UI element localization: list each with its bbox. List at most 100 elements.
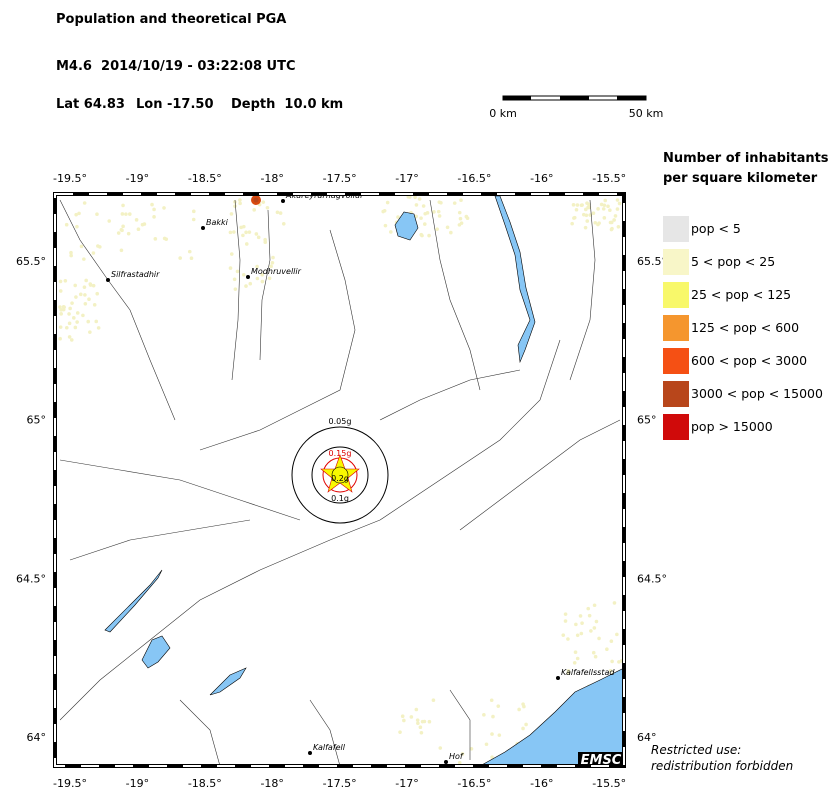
pop-dot	[438, 746, 443, 750]
pop-dot	[92, 303, 97, 307]
pop-dot	[490, 732, 494, 736]
pop-dot	[235, 269, 240, 274]
pop-dot	[605, 647, 609, 652]
pop-dot	[420, 233, 424, 238]
pop-dot	[74, 295, 78, 299]
pop-dot	[121, 224, 125, 229]
pop-dot	[228, 266, 233, 270]
pop-dot	[73, 325, 78, 330]
pop-dot	[402, 718, 406, 723]
pop-dot	[238, 201, 242, 206]
lon-label-top: -18.5°	[188, 172, 222, 185]
pop-dot	[229, 252, 234, 256]
pop-dot	[64, 222, 69, 227]
legend-label: pop > 15000	[691, 419, 773, 434]
place-marker	[201, 226, 205, 230]
pop-dot	[414, 707, 419, 712]
pop-dot	[589, 629, 593, 633]
pop-dot	[439, 200, 443, 205]
place-label: Akureyrarflugvollur	[285, 191, 364, 200]
pop-dot	[603, 198, 608, 203]
pop-dot	[491, 714, 495, 719]
pop-dot	[587, 613, 592, 618]
legend-swatch	[663, 315, 689, 341]
pop-dot	[267, 276, 272, 281]
lon-label-bottom: -17.5°	[323, 777, 357, 790]
pop-dot	[260, 279, 265, 284]
pop-dot	[233, 287, 238, 291]
lat-label-right: 64.5°	[637, 572, 667, 585]
pop-dot	[69, 253, 73, 258]
notice: Restricted use:	[651, 743, 741, 757]
pop-dot	[255, 276, 260, 281]
pop-dot	[119, 248, 124, 253]
pop-dot	[445, 225, 450, 230]
pop-dot	[83, 301, 88, 306]
lon-label-bottom: -18.5°	[188, 777, 222, 790]
lon-label-bottom: -19.5°	[53, 777, 87, 790]
pop-dot	[87, 297, 91, 301]
lake	[141, 635, 171, 669]
pop-dot	[275, 210, 280, 215]
pop-dot	[278, 211, 283, 215]
pop-dot	[599, 202, 604, 207]
pop-dot	[134, 218, 139, 222]
lon-label-top: -18°	[260, 172, 283, 185]
lon-label-bottom: -18°	[260, 777, 283, 790]
pop-dot	[126, 231, 131, 236]
pop-dot	[162, 206, 166, 210]
pop-dot	[606, 204, 610, 209]
pop-dot	[580, 621, 584, 625]
pop-dot	[232, 277, 237, 282]
pop-dot	[602, 216, 607, 220]
pop-dot	[615, 198, 620, 202]
pop-dot	[58, 336, 62, 341]
pop-dot	[61, 305, 66, 309]
pop-dot	[414, 203, 419, 207]
pop-dot	[417, 197, 422, 201]
pop-dot	[414, 214, 418, 219]
scale-end: 50 km	[629, 107, 664, 120]
pop-dot	[63, 278, 68, 283]
pop-dot	[187, 249, 192, 254]
pop-dot	[75, 320, 79, 324]
lon-label-bottom: -15.5°	[592, 777, 626, 790]
pop-dot	[496, 704, 501, 708]
lat-label-left: 65°	[27, 414, 47, 427]
pop-dot	[381, 209, 385, 214]
place-label: Modhruvellir	[251, 267, 302, 276]
place-marker	[281, 199, 285, 203]
pop-dot	[88, 330, 92, 334]
pop-dot	[484, 742, 489, 747]
pop-dot	[58, 325, 63, 329]
pop-dot	[191, 217, 196, 222]
pop-dot	[396, 215, 400, 219]
pop-dot	[610, 226, 614, 231]
pop-dot	[70, 301, 74, 305]
sea	[479, 667, 624, 766]
lat-label-left: 64.5°	[16, 572, 46, 585]
pop-dot	[91, 283, 96, 288]
rivers	[59, 199, 621, 766]
pop-dot	[592, 603, 597, 608]
lon-label-bottom: -17°	[395, 777, 418, 790]
pop-dot	[83, 293, 87, 297]
map: Akureyrarflugvollur Bakki Silfrastadhir Mod…	[55, 191, 624, 766]
pop-dot	[69, 338, 74, 342]
pop-dot	[436, 209, 441, 214]
pop-dot	[575, 633, 580, 638]
pop-dot	[96, 244, 100, 248]
pop-dot	[566, 637, 570, 641]
lon-label-top: -17.5°	[323, 172, 357, 185]
pop-dot	[79, 244, 84, 249]
pop-dot	[255, 264, 259, 269]
pop-dot	[261, 200, 266, 204]
legend-label: 25 < pop < 125	[691, 287, 791, 302]
pop-dot	[610, 659, 614, 664]
pop-dot	[572, 216, 576, 220]
pop-dot	[449, 230, 453, 235]
pop-dot	[67, 335, 72, 339]
scale-start: 0 km	[489, 107, 517, 120]
pop-dot	[563, 612, 568, 616]
